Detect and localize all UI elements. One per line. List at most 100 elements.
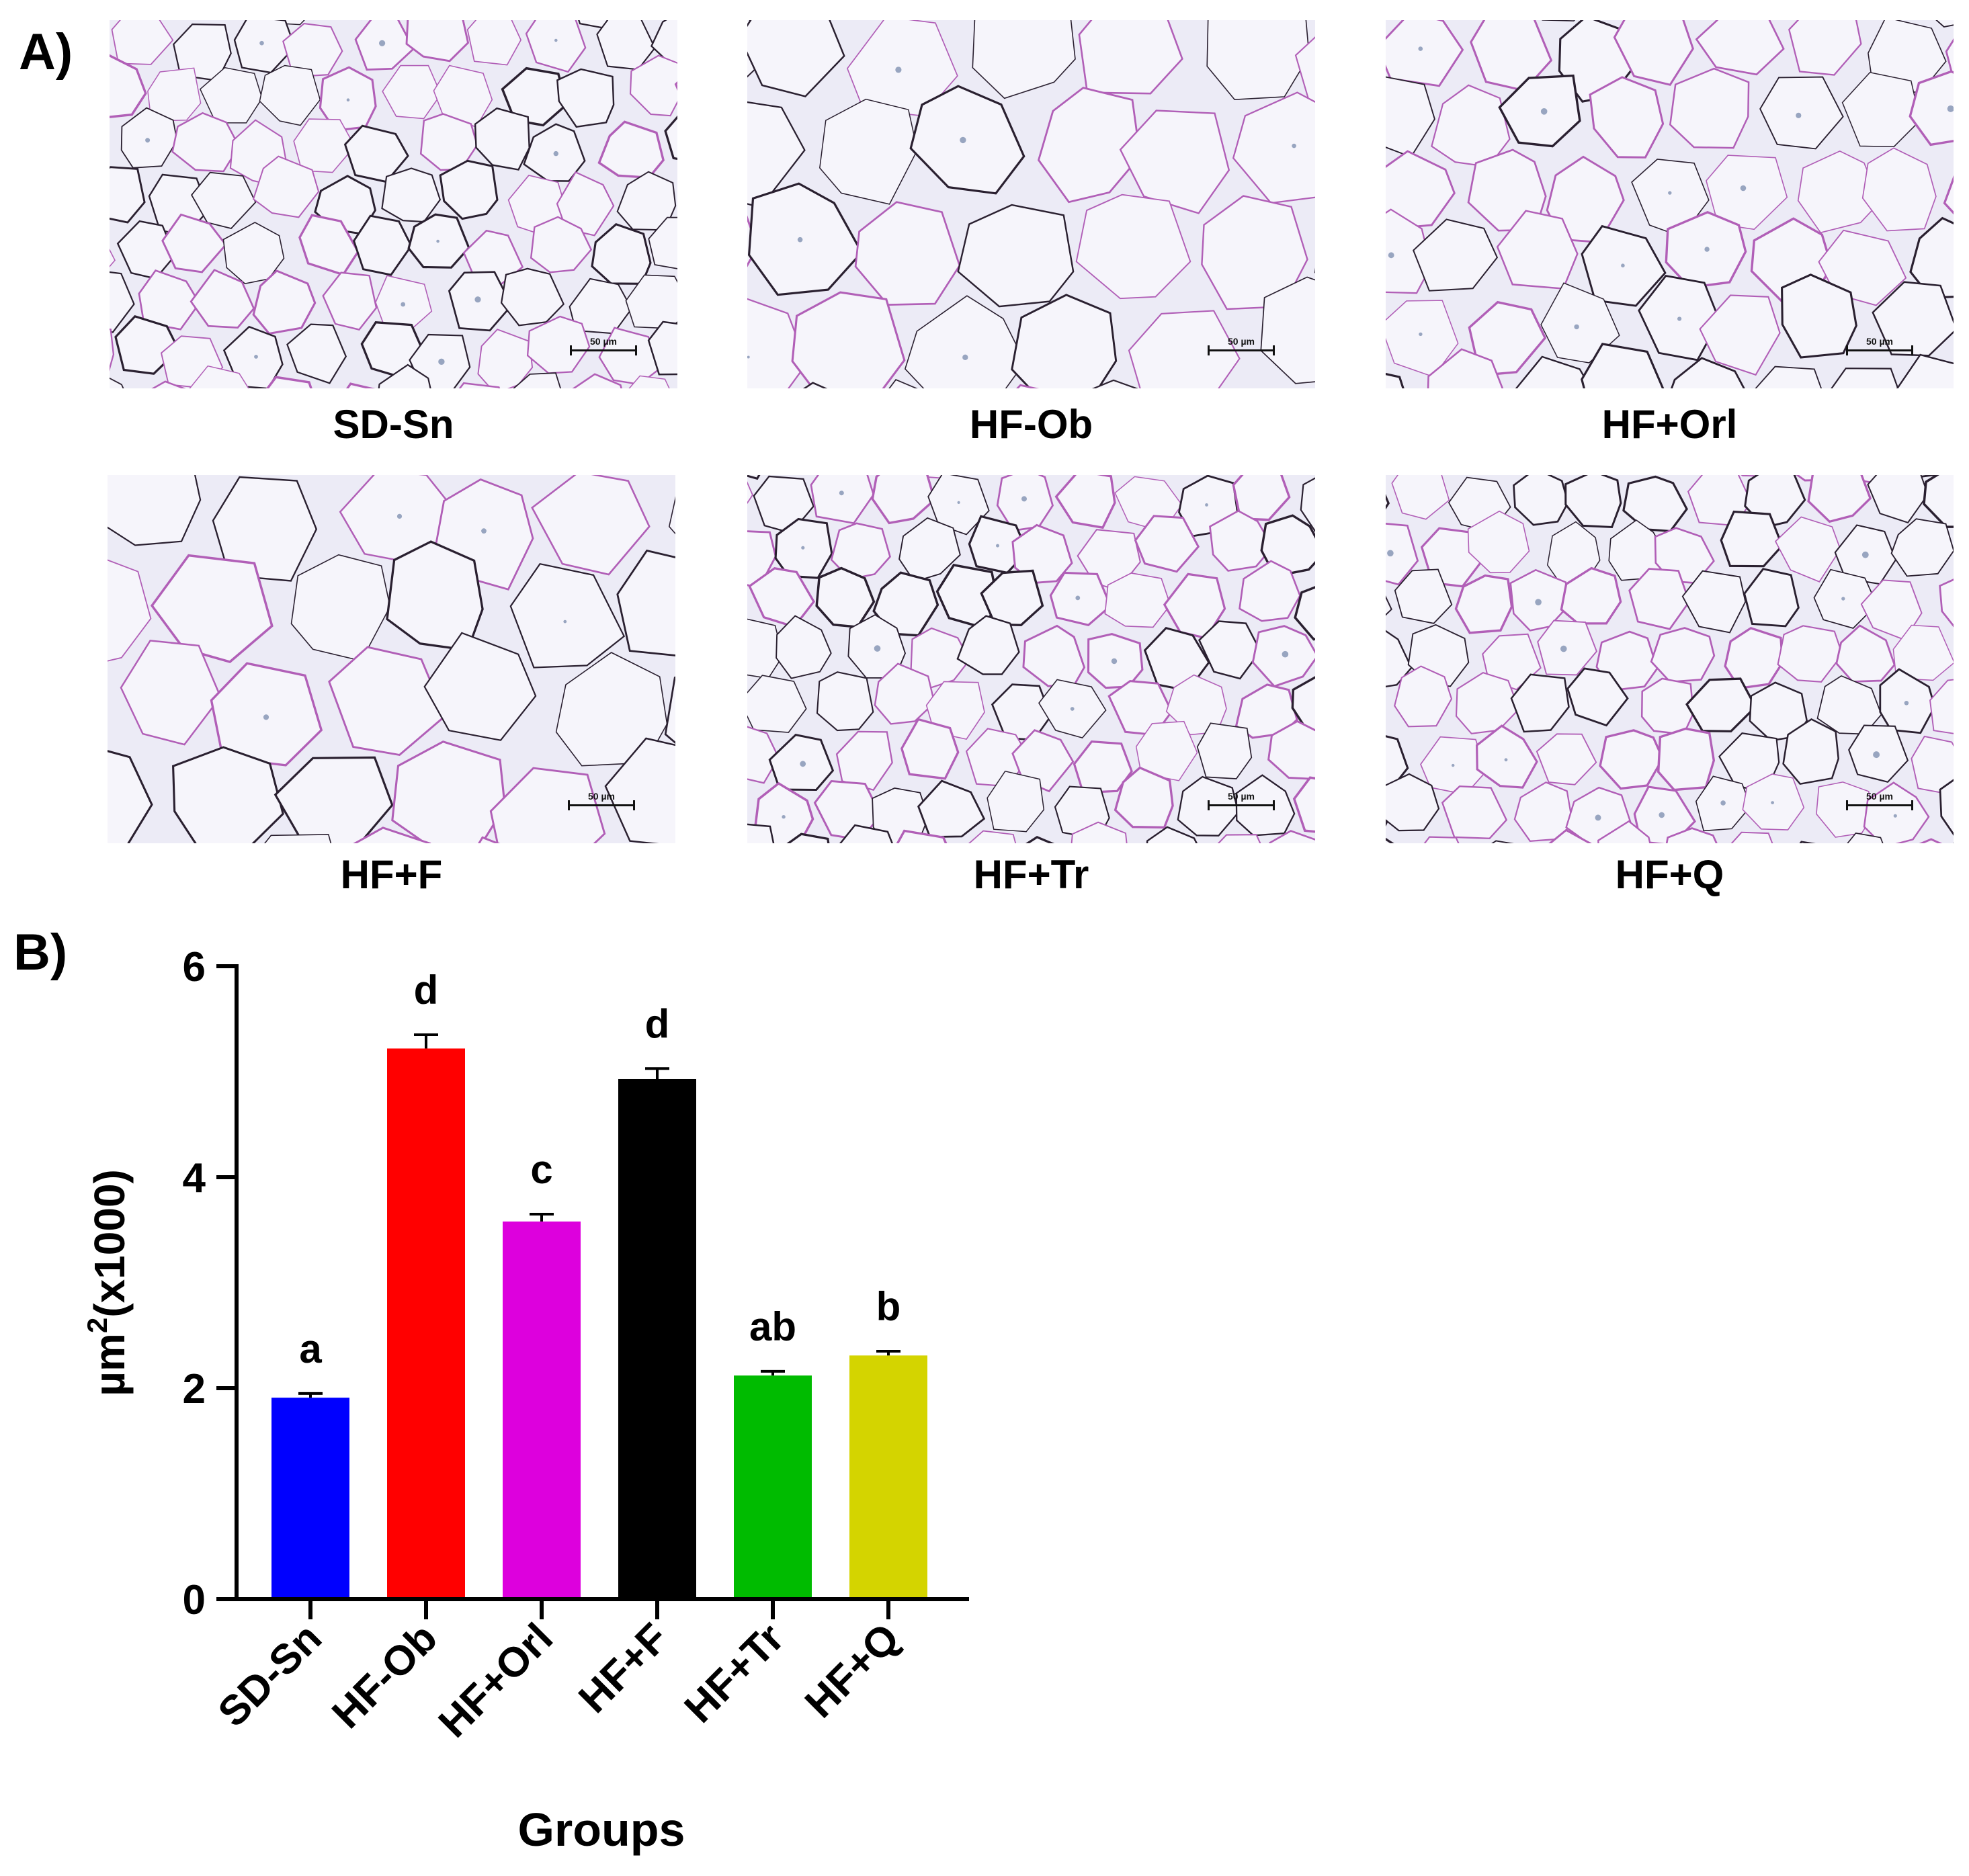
adipocyte-cell [1386,208,1432,294]
adipocyte-cell [1743,568,1800,628]
adipocyte-cell [1909,70,1954,146]
adipocyte-cell [259,65,321,126]
nucleus-dot [1796,112,1802,118]
nucleus-dot [1873,751,1880,759]
bar-sd-sn [271,1398,349,1599]
bar-hf-q [849,1355,927,1599]
significance-letter: c [530,1147,552,1192]
adipocyte-cell [1730,831,1773,843]
nucleus-dot [1659,812,1665,818]
adipocyte-cell [651,20,677,67]
nucleus-dot [1720,800,1726,806]
adipocyte-cell [1890,518,1954,577]
nucleus-dot [996,544,999,548]
adipocyte-cell [120,640,222,746]
nucleus-dot [874,645,881,652]
significance-letter: d [414,968,439,1013]
significance-letter: b [876,1284,901,1329]
adipocyte-cell [1294,586,1315,641]
adipocyte-cell [1119,110,1230,214]
adipocyte-cell [1654,527,1715,584]
adipocyte-cell [776,615,832,679]
nucleus-dot [1841,597,1845,601]
adipocyte-cell [1209,509,1274,572]
adipocyte-cell [1128,310,1241,388]
adipocyte-cell [871,475,936,525]
adipocyte-cell [530,216,593,273]
adipocyte-cell [674,81,677,91]
scale-bar: 50 µm [568,791,635,811]
adipocyte-cell [489,767,606,843]
adipocyte-cell [110,377,124,388]
adipocyte-cell [110,166,146,224]
adipocyte-cell [1909,216,1954,299]
nucleus-dot [263,714,269,720]
nucleus-dot [1861,551,1869,558]
adipocyte-cell [1813,568,1878,629]
adipocyte-cell [972,20,1076,99]
adipocyte-cell [1695,20,1785,76]
adipocyte-cell [591,223,652,285]
nucleus-dot [1560,645,1567,652]
adipocyte-cell [264,834,332,843]
adipocyte-cell [1467,510,1530,574]
nucleus-dot [1668,191,1672,195]
nucleus-dot [145,138,151,143]
adipocyte-cell [1939,779,1954,836]
adipocyte-cell [668,496,675,535]
adipocyte-cell [290,554,391,662]
nucleus-dot [1292,143,1296,148]
adipocyte-cell [501,67,569,127]
adipocyte-cell [968,830,1017,843]
bars-layer: a d c d ab b [271,968,927,1599]
nucleus-dot [1388,252,1394,259]
adipocyte-cell [1724,626,1784,690]
adipocyte-cell [110,328,115,372]
adipocyte-cell [190,269,255,329]
adipocyte-cell [391,740,506,843]
adipocyte-cell [1135,720,1198,781]
adipocyte-cell [839,824,893,843]
adipocyte-cell [110,271,135,333]
x-tick-label: HF+Q [796,1615,909,1727]
adipocyte-cell [1929,679,1954,734]
adipocyte-cell [1759,76,1844,150]
adipocyte-cells-hf-ob [747,20,1315,388]
adipocyte-cell [572,373,623,388]
scale-bar-label: 50 µm [588,791,615,802]
adipocyte-cell [1919,838,1943,843]
adipocyte-cell [896,829,948,843]
nucleus-dot [259,40,264,46]
adipocyte-cell [1386,20,1464,87]
nucleus-dot [957,501,960,504]
adipocyte-cell [189,365,249,388]
nucleus-dot [1677,316,1682,321]
adipocyte-cell [1706,155,1788,230]
adipocyte-cell [957,204,1075,308]
bar-hf-tr [734,1375,812,1599]
micrograph-hf-tr: 50 µm [747,475,1315,843]
nucleus-dot [563,620,567,624]
significance-letter: a [299,1326,322,1371]
adipocyte-cell [108,750,153,843]
adipocyte-cell [747,823,775,843]
scale-bar: 50 µm [1208,791,1275,811]
adipocyte-cell [810,475,875,525]
adipocyte-cell [1260,276,1315,384]
adipocyte-cell [474,107,530,171]
adipocyte-cell [647,321,677,376]
nucleus-dot [1205,503,1208,507]
adipocyte-cell [212,476,318,582]
nucleus-dot [1947,105,1954,112]
adipocyte-cell [1441,785,1508,840]
adipocyte-cell [1515,355,1592,388]
adipocyte-cell [1146,826,1198,843]
adipocyte-cell [1196,722,1253,779]
y-tick-label: 0 [183,1577,206,1623]
adipocyte-cell [1797,150,1881,234]
nucleus-dot [346,98,350,101]
adipocyte-cell [439,159,499,220]
micrograph-caption-hf-q: HF+Q [1615,852,1724,897]
adipocyte-cell [1581,343,1665,388]
